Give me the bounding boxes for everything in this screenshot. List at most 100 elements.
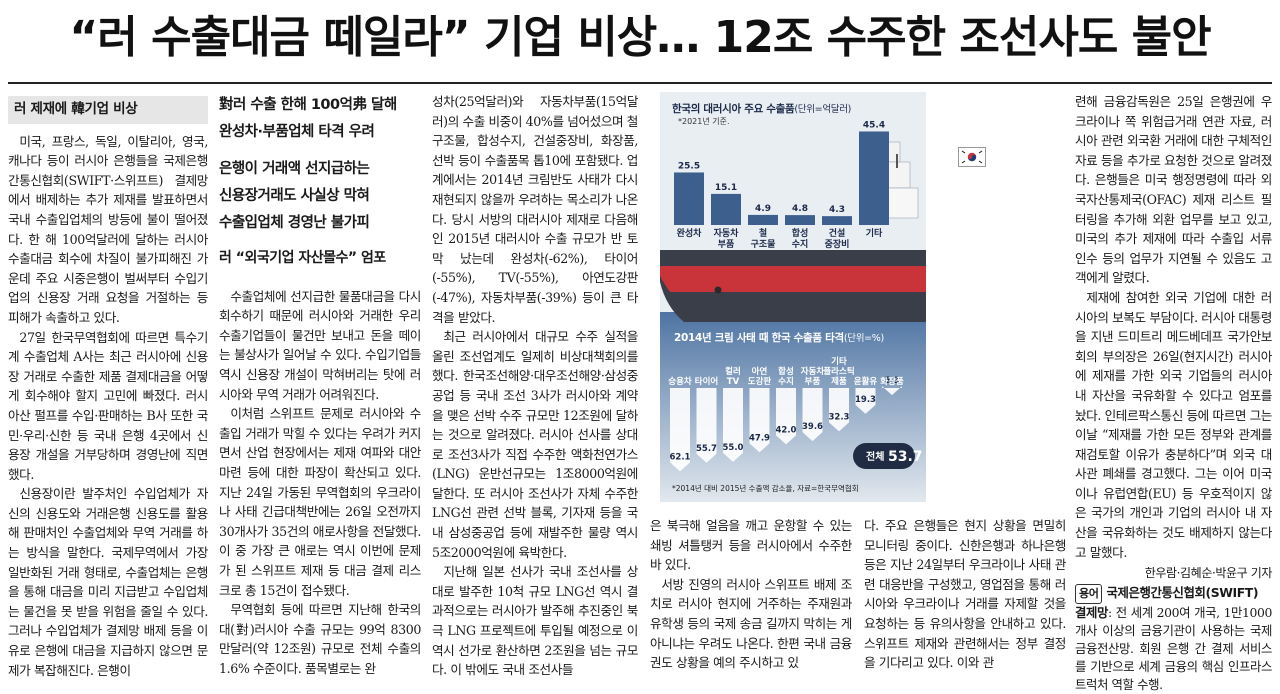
chart2-category-label: 자동차 [801,366,825,377]
chart1-category-label: 기타 [866,227,883,239]
article-paragraph: 성차(25억달러)와 자동차부품(15억달러)의 수출 비중이 40%를 넘어섰… [432,94,638,325]
chart2-title: 2014년 크림 사태 때 한국 수출품 타격(단위=%) [674,330,884,345]
subheadline-small: 러 “외국기업 자산몰수” 엄포 [219,250,386,266]
chart1-data-label: 25.5 [678,161,700,171]
chart2-bar [855,388,876,414]
chart1-unit: (단위=억달러) [794,104,852,115]
chart2-data-label: 42.0 [776,425,797,435]
article-paragraph: 무역협회 등에 따르면 지난해 한국의 대(對)러시아 수출 규모는 99억 8… [219,602,421,676]
chart2-category-label: 부품 [805,377,821,387]
ship-hull-red [660,266,926,292]
infographic-canvas: 25.5완성차15.1자동차부품4.9철구조물4.8합성수지4.3건설중장비45… [660,120,926,502]
subheadline: 수출입업체 경영난 불가피 [219,215,370,231]
total-label: 전체 [866,450,884,463]
chart1-category-label: 수지 [792,238,809,250]
chart1-category-label: 구조물 [751,239,776,250]
chart1-bar [711,193,741,225]
chart2-category-label: 화장품 [880,376,904,387]
total-badge: 전체 53.7 [853,443,923,469]
chart2-category-label: 타이어 [695,376,718,387]
chart2-bar [882,386,902,396]
chart2-data-label: 62.1 [670,452,691,462]
headline: “러 수출대금 떼일라” 기업 비상… 12조 수주한 조선사도 불안 [69,12,1211,63]
chart2-category-label: TV [727,377,740,387]
chart1-title: 한국의 대러시아 주요 수출품(단위=억달러) [672,101,851,116]
chart1-bar [674,172,704,225]
korean-flag-icon [958,147,986,167]
article-paragraph: 은 북극해 얼음을 깨고 운항할 수 있는 쇄빙 셔틀탱커 등을 러시아에서 수… [650,518,852,573]
chart2-title-text: 2014년 크림 사태 때 한국 수출품 타격 [674,332,844,344]
article-paragraph: 제재에 참여한 외국 기업에 대한 러시아의 보복도 부담이다. 러시아 대통령… [1075,289,1272,560]
article-paragraph: 신용장이란 발주처인 수입업체가 자신의 신용도와 거래은행 신용도를 활용해 … [8,486,208,678]
article-paragraph: 련해 금융감독원은 25일 은행권에 우크라이나 쪽 위험급거래 연관 자료, … [1075,94,1272,286]
chart-export-items: 25.5 완성차 15.1 자동차부품 4.9 철구조물 4.8 합성수지 4.3 건설중장비 45… [674,120,889,250]
chart1-data-label: 45.4 [863,120,885,130]
chart1-data-label: 15.1 [715,183,737,193]
chart2-category-label: 합성 [778,366,794,377]
column-2: 對러 수출 한해 100억弗 달해 완성차·부품업체 타격 우려 은행이 거래액… [219,92,421,678]
chart1-bar [822,216,852,225]
chart1-category-label: 중장비 [825,238,850,250]
chart2-data-label: 55.0 [723,443,744,453]
subheadline: 은행이 거래액 선지급하는 [219,161,370,177]
chart1-category-label: 철 [759,227,767,239]
chart2-category-label: 컬러 [725,366,741,377]
chart1-data-label: 4.9 [755,204,771,214]
chart1-category-label: 완성차 [677,227,703,239]
chart2-bar [829,388,849,432]
byline: 한우람·김혜순·박윤구 기자 [1144,566,1273,581]
article-paragraph: 수출업체에 선지급한 물품대금을 다시 회수하기 때문에 러시아와 거래한 우리… [219,288,421,402]
chart2-category-label: 기타 [831,356,847,367]
column-5: 련해 금융감독원은 25일 은행권에 우크라이나 쪽 위험급거래 연관 자료, … [1075,92,1272,694]
chart2-data-label: 39.6 [802,422,823,432]
subheadline: 對러 수출 한해 100억弗 달해 [219,97,397,113]
chart1-category-label: 합성 [792,227,809,239]
chart1-note: *2021년 기준. [678,117,730,126]
glossary-term: 국제은행간통신협회(SWIFT) 결제망 [1075,584,1259,620]
chart2-category-label: 아연 [752,366,768,377]
chart2-category-label: 제품 [831,376,847,387]
column-3-top: 성차(25억달러)와 자동차부품(15억달러)의 수출 비중이 40%를 넘어섰… [432,92,638,680]
chart2-category-label: 수지 [778,376,794,387]
chart2-data-label: 32.3 [829,412,850,422]
chart2-data-label: 19.3 [855,395,876,405]
column-4-bottom: 다. 주요 은행들은 현지 상황을 면밀히 모니터링 중이다. 신한은행과 하나… [864,516,1066,673]
chart2-bar [749,388,770,453]
article-paragraph: 다. 주요 은행들은 현지 상황을 면밀히 모니터링 중이다. 신한은행과 하나… [864,518,1066,671]
article-paragraph: 지난해 일본 선사가 국내 조선사를 상대로 발주한 10척 규모 LNG선 역… [432,564,638,678]
chart2-data-label: 47.9 [749,433,770,443]
chart1-category-label: 자동차 [714,227,740,239]
headline-rule [8,82,1272,84]
chart1-bar [748,214,778,225]
chart1-bar [785,215,815,225]
chart1-bar [859,131,889,225]
chart1-data-label: 4.3 [829,205,845,215]
chart1-title-text: 한국의 대러시아 주요 수출품 [672,103,795,115]
chart2-bar [802,388,823,442]
chart2-category-label: 윤활유 [854,376,878,387]
chart1-data-label: 4.8 [792,204,808,214]
article-paragraph: 미국, 프랑스, 독일, 이탈리아, 영국, 캐나다 등이 러시아 은행들을 국… [8,133,208,325]
total-value: 53.7 [888,449,923,465]
chart2-bar [776,388,796,445]
chart2-data-label: 55.7 [696,444,717,454]
column-1: 러 제재에 韓기업 비상 미국, 프랑스, 독일, 이탈리아, 영국, 캐나다 … [8,92,208,680]
glossary-tag: 용어 [1075,583,1103,604]
chart1-category-label: 부품 [718,239,735,250]
chart2-bar [723,388,743,462]
ship-anchor-icon [714,286,722,294]
infographic-source: *2014년 대비 2015년 수출액 감소율, 자료=한국무역협회 [672,484,859,493]
chart1-category-label: 건설 [829,227,846,239]
chart2-category-label: 플라스틱 [823,366,854,377]
section-label: 러 제재에 韓기업 비상 [8,96,208,124]
glossary-box: 용어 국제은행간통신협회(SWIFT) 결제망: 전 세계 200여 개국, 1만… [1075,583,1272,694]
subheadline: 완성차·부품업체 타격 우려 [219,124,375,140]
article-paragraph: 서방 진영의 러시아 스위프트 배제 조치로 러시아 현지에 거주하는 주재원과… [650,576,852,671]
chart2-category-label: 도강판 [748,376,772,387]
chart2-category-label: 승용차 [668,376,692,387]
chart2-data-label: 5.3 [884,376,899,386]
subheadline: 신용장거래도 사실상 막혀 [219,188,370,204]
column-3-bottom: 은 북극해 얼음을 깨고 운항할 수 있는 쇄빙 셔틀탱커 등을 러시아에서 수… [650,516,852,673]
article-paragraph: 최근 러시아에서 대규모 수주 실적을 올린 조선업계도 일제히 비상대책회의를… [432,329,638,560]
